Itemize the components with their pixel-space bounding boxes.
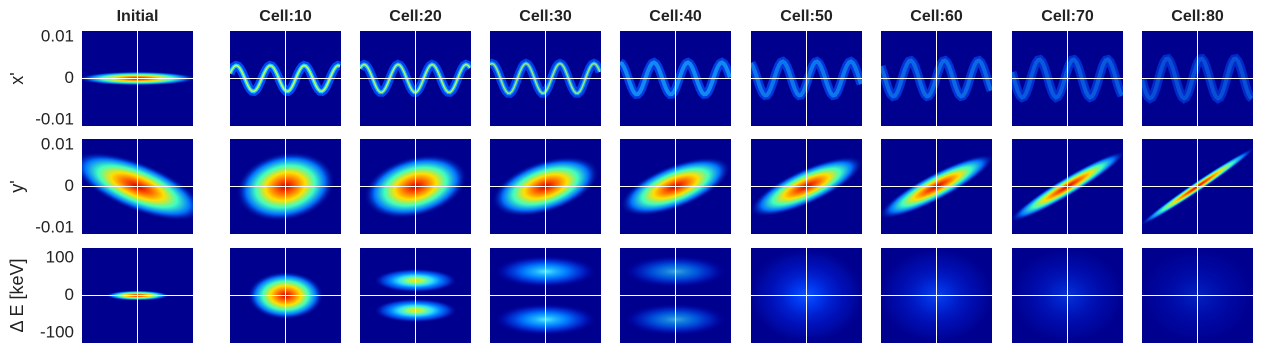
density-panel <box>1142 248 1253 343</box>
y-tick-label: 0 <box>65 68 74 87</box>
density-panel <box>360 31 471 126</box>
density-panel <box>1012 248 1123 343</box>
y-tick-label: 0 <box>65 285 74 304</box>
column-title: Initial <box>117 8 159 25</box>
column-title: Cell:80 <box>1171 8 1224 25</box>
y-tick-label: -100 <box>40 322 74 341</box>
column-title: Cell:60 <box>910 8 963 25</box>
y-tick-label: 0 <box>65 176 74 195</box>
y-tick-label: -0.01 <box>35 217 74 236</box>
density-panel <box>751 139 862 234</box>
density-panel <box>751 248 862 343</box>
density-panel <box>620 31 731 126</box>
column-title: Cell:10 <box>259 8 312 25</box>
y-tick-label: 0.01 <box>41 27 74 46</box>
density-panel <box>1142 139 1253 234</box>
density-panel <box>881 139 992 234</box>
column-title: Cell:70 <box>1041 8 1094 25</box>
column-title: Cell:50 <box>780 8 833 25</box>
row-label: y' <box>7 180 27 192</box>
density-panel <box>360 248 471 343</box>
density-panel <box>82 31 193 126</box>
density-panel <box>620 139 731 234</box>
density-panel <box>82 248 193 343</box>
row-label: x' <box>7 72 27 84</box>
y-tick-label: 0.01 <box>41 135 74 154</box>
column-title: Cell:40 <box>649 8 702 25</box>
density-panel <box>881 31 992 126</box>
density-panel <box>230 248 341 343</box>
row-label: Δ E [keV] <box>7 258 27 332</box>
density-panel <box>1012 139 1123 234</box>
density-panel <box>230 31 341 126</box>
density-panel <box>751 31 862 126</box>
density-panel <box>490 31 601 126</box>
column-title: Cell:30 <box>519 8 572 25</box>
y-tick-label: -0.01 <box>35 109 74 128</box>
density-panel <box>490 248 601 343</box>
density-panel <box>881 248 992 343</box>
density-panel <box>490 139 601 234</box>
density-panel <box>82 139 193 234</box>
y-tick-label: 100 <box>46 248 74 267</box>
density-panel <box>360 139 471 234</box>
density-panel <box>1012 31 1123 126</box>
column-title: Cell:20 <box>389 8 442 25</box>
density-panel <box>1142 31 1253 126</box>
density-panel <box>230 139 341 234</box>
density-panel <box>620 248 731 343</box>
